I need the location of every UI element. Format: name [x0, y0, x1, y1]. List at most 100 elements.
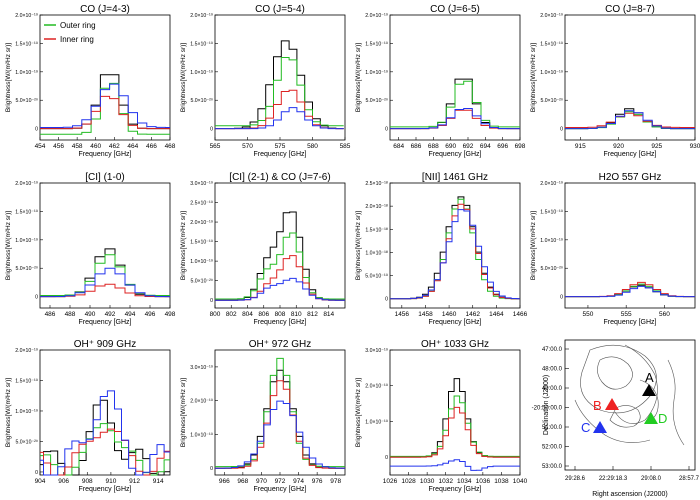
x-tick-label: 694 — [480, 143, 491, 150]
spectrum-panel: [NII] 1461 GHz 1456 1458 1460 1462 1464 1466 0 5… — [355, 172, 528, 326]
map-contour — [574, 399, 651, 443]
x-tick-label: 466 — [146, 143, 157, 150]
map-y-tick-label: 49:00.0 — [542, 386, 563, 392]
spectrum-line — [565, 112, 695, 128]
y-tick-label: 0 — [210, 466, 213, 472]
y-tick-label: 0 — [385, 297, 388, 303]
y-tick-label: 0 — [210, 298, 213, 304]
plot-frame — [214, 349, 346, 476]
x-tick-label: 1030 — [420, 478, 435, 485]
sky-map-panel: A B C D 47:00.0 48:00.0 49:00.0 -20:50:00.0… — [532, 339, 700, 498]
x-axis-label: Frequency [GHz] — [254, 319, 307, 326]
x-tick-label: 468 — [165, 143, 176, 150]
x-tick-label: 462 — [109, 143, 120, 150]
x-tick-label: 496 — [145, 311, 156, 318]
x-tick-label: 494 — [125, 311, 136, 318]
y-tick-label: 1.0×10⁻¹⁹ — [365, 419, 388, 425]
spectrum-line — [565, 110, 695, 130]
map-y-tick-label: 52:00.0 — [542, 445, 563, 451]
legend-label: Inner ring — [60, 35, 94, 44]
panel-title: OH⁺ 972 GHz — [249, 339, 312, 350]
marker-b-triangle — [605, 398, 619, 410]
x-tick-label: 1466 — [513, 311, 528, 318]
y-axis-label: Brightness[W/(m²Hz sr)] — [530, 43, 537, 113]
spectrum-line — [215, 277, 345, 301]
y-tick-label: 3.0×10⁻¹⁹ — [365, 348, 388, 354]
panel-title: CO (J=6-5) — [430, 4, 480, 15]
spectrum-line — [215, 40, 344, 130]
y-tick-label: 2.0×10⁻¹⁹ — [15, 13, 38, 19]
spectrum-line — [40, 390, 170, 476]
legend-label: Outer ring — [60, 21, 96, 30]
x-tick-label: 910 — [105, 478, 116, 485]
y-tick-label: 2.0×10⁻¹⁹ — [540, 13, 563, 19]
spectrum-line — [390, 459, 520, 471]
spectrum-line — [215, 369, 345, 469]
x-tick-label: 684 — [393, 143, 404, 150]
map-y-tick-label: 53:00.0 — [542, 464, 563, 470]
y-tick-label: 2.0×10⁻¹⁸ — [365, 204, 388, 210]
x-tick-label: 686 — [411, 143, 422, 150]
y-axis-label: Brightness[W/(m²Hz sr)] — [5, 378, 12, 448]
y-tick-label: 2.0×10⁻¹⁹ — [190, 13, 213, 19]
x-tick-label: 1038 — [494, 478, 509, 485]
y-tick-label: 1.0×10⁻¹⁹ — [540, 238, 563, 244]
y-tick-label: 5.0×10⁻²⁰ — [15, 98, 38, 104]
y-tick-label: 1.5×10⁻¹⁸ — [365, 227, 388, 233]
map-y-tick-label: 47:00.0 — [542, 347, 563, 353]
panel-title: [CI] (2-1) & CO (J=7-6) — [229, 172, 330, 183]
panel-title: CO (J=8-7) — [605, 4, 655, 15]
y-tick-label: 1.5×10⁻¹⁹ — [15, 209, 38, 215]
x-tick-label: 1458 — [418, 311, 433, 318]
x-tick-label: 692 — [463, 143, 474, 150]
x-tick-label: 906 — [58, 478, 69, 485]
x-axis-label: Frequency [GHz] — [604, 151, 657, 158]
y-tick-label: 1.5×10⁻¹⁹ — [15, 41, 38, 47]
x-tick-label: 456 — [53, 143, 64, 150]
plot-frame — [214, 14, 346, 141]
marker-c-triangle — [593, 421, 607, 433]
map-frame — [564, 339, 696, 471]
x-tick-label: 912 — [129, 478, 140, 485]
x-tick-label: 915 — [575, 143, 586, 150]
plot-frame — [389, 14, 521, 141]
x-tick-label: 454 — [35, 143, 46, 150]
panel-title: [CI] (1-0) — [85, 172, 124, 183]
y-tick-label: 1.5×10⁻¹⁹ — [190, 41, 213, 47]
panel-title: [NII] 1461 GHz — [422, 172, 488, 183]
x-axis-label: Frequency [GHz] — [79, 319, 132, 326]
y-tick-label: 2.0×10⁻¹⁹ — [540, 181, 563, 187]
x-tick-label: 920 — [613, 143, 624, 150]
x-tick-label: 1462 — [465, 311, 480, 318]
plot-frame — [39, 14, 171, 141]
spectrum-line — [40, 83, 170, 128]
x-tick-label: 696 — [497, 143, 508, 150]
x-tick-label: 804 — [242, 311, 253, 318]
map-contour — [597, 356, 633, 390]
x-tick-label: 492 — [105, 311, 116, 318]
x-tick-label: 925 — [651, 143, 662, 150]
x-tick-label: 698 — [515, 143, 526, 150]
spectrum-panel: CO (J=6-5) 684 686 688 690 692 694 696 698 0 5.0×1… — [355, 4, 526, 158]
spectrum-line — [215, 57, 344, 127]
spectrum-line — [215, 232, 345, 300]
y-axis-label: Brightness[W/(m²Hz sr)] — [180, 378, 187, 448]
x-tick-label: 1464 — [489, 311, 504, 318]
y-tick-label: 5.0×10⁻²⁰ — [190, 279, 213, 285]
y-tick-label: 5.0×10⁻²⁰ — [190, 98, 213, 104]
x-tick-label: 972 — [275, 478, 286, 485]
spectrum-line — [40, 423, 170, 476]
x-tick-label: 806 — [258, 311, 269, 318]
marker-a-label: A — [645, 370, 654, 385]
y-tick-label: 5.0×10⁻¹⁹ — [365, 274, 388, 280]
y-tick-label: 1.5×10⁻¹⁹ — [190, 240, 213, 246]
x-tick-label: 498 — [165, 311, 176, 318]
x-tick-label: 904 — [35, 478, 46, 485]
x-tick-label: 575 — [275, 143, 286, 150]
map-contour — [667, 359, 685, 446]
y-axis-label: Brightness[W/(m²Hz sr)] — [180, 211, 187, 281]
plot-frame — [389, 349, 521, 476]
x-tick-label: 968 — [237, 478, 248, 485]
x-tick-label: 1028 — [401, 478, 416, 485]
spectrum-panel: CO (J=5-4) 565 570 575 580 585 0 5.0×10⁻²⁰ 1.0×1… — [180, 4, 351, 158]
